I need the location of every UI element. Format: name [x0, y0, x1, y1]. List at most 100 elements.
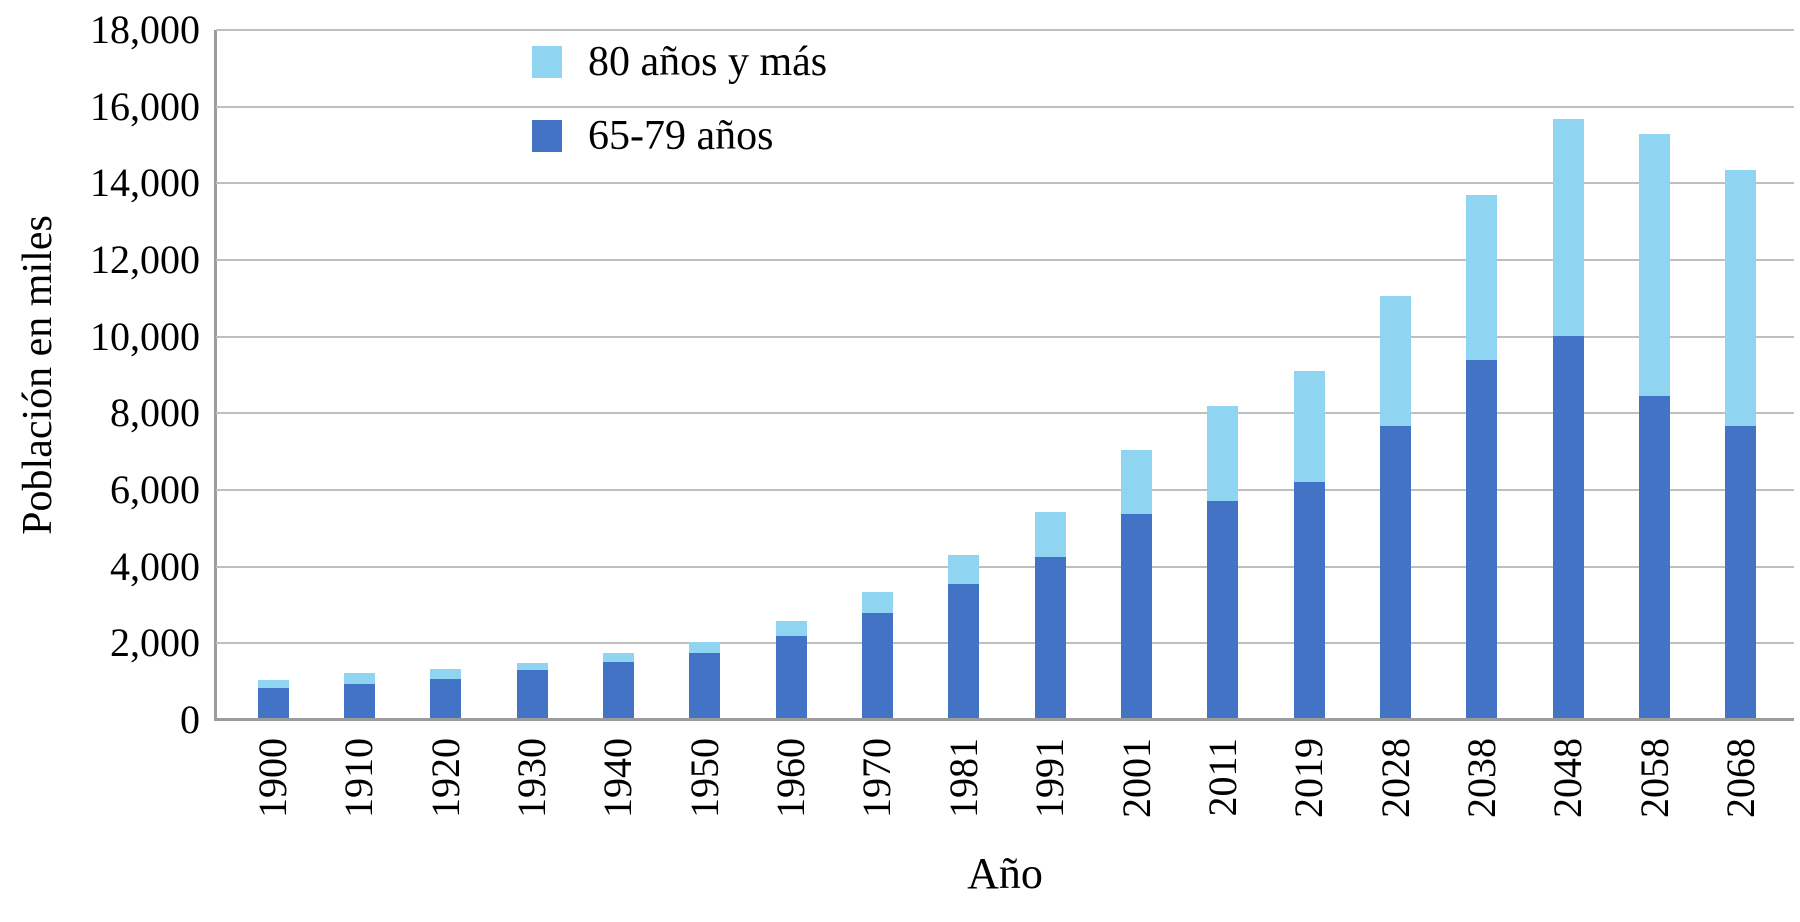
bar-segment-1981-65-79-años	[948, 583, 980, 718]
bar-segment-1920-80-años-y-más	[430, 669, 462, 679]
gridline-8000	[216, 412, 1794, 415]
gridline-16000	[216, 105, 1794, 108]
bar-1940	[602, 652, 634, 718]
bar-segment-1991-80-años-y-más	[1034, 511, 1066, 557]
legend-item: 65-79 años	[532, 112, 827, 160]
y-tick-label: 4,000	[110, 543, 200, 589]
y-tick-label: 18,000	[90, 7, 200, 52]
plot-area	[214, 29, 1794, 721]
bar-segment-1910-80-años-y-más	[343, 672, 375, 684]
x-tick-label: 1940	[595, 738, 641, 818]
bar-2011	[1207, 406, 1239, 718]
legend-item-label: 65-79 años	[588, 113, 774, 159]
bar-segment-2048-80-años-y-más	[1552, 119, 1584, 336]
bar-segment-2019-65-79-años	[1293, 482, 1325, 718]
bar-segment-2019-80-años-y-más	[1293, 371, 1325, 483]
legend-swatch-80-años-y-más	[532, 46, 562, 78]
bar-2048	[1552, 119, 1584, 718]
x-tick-label: 1970	[854, 738, 900, 818]
bar-segment-2068-65-79-años	[1725, 425, 1757, 718]
bar-2019	[1293, 371, 1325, 718]
gridline-14000	[216, 182, 1794, 185]
y-tick-label: 14,000	[90, 160, 200, 206]
y-tick-label: 16,000	[90, 83, 200, 129]
x-tick-label: 2011	[1199, 738, 1245, 817]
bar-segment-1920-65-79-años	[430, 678, 462, 718]
x-tick-label: 2048	[1545, 738, 1591, 818]
bar-1970	[861, 591, 893, 718]
bar-2058	[1639, 133, 1671, 718]
bar-segment-1950-65-79-años	[689, 653, 721, 718]
bar-segment-2038-65-79-años	[1466, 360, 1498, 718]
bar-segment-2001-80-años-y-más	[1121, 450, 1152, 515]
bar-2001	[1121, 450, 1152, 718]
bar-segment-2068-80-años-y-más	[1725, 170, 1757, 426]
bar-2038	[1466, 194, 1498, 718]
legend: 80 años y más 65-79 años	[532, 38, 827, 160]
gridline-12000	[216, 259, 1794, 261]
y-tick-label: 0	[180, 697, 200, 742]
bar-segment-1900-80-años-y-más	[257, 679, 289, 688]
bar-segment-1930-65-79-años	[516, 670, 548, 718]
bar-segment-1950-80-años-y-más	[689, 641, 721, 654]
bar-2028	[1380, 295, 1412, 718]
x-tick-label: 1930	[509, 738, 555, 818]
bar-segment-1940-65-79-años	[602, 662, 634, 718]
y-tick-label: 8,000	[110, 390, 200, 436]
bar-segment-1970-65-79-años	[861, 612, 893, 718]
bar-segment-1960-80-años-y-más	[775, 620, 807, 636]
bar-1910	[343, 672, 375, 718]
bar-segment-1960-65-79-años	[775, 635, 807, 718]
x-tick-label: 2001	[1113, 738, 1159, 818]
x-tick-label: 2028	[1372, 738, 1418, 818]
bar-1991	[1034, 511, 1066, 718]
y-tick-label: 2,000	[110, 620, 200, 666]
x-tick-label: 2068	[1717, 738, 1763, 818]
bar-segment-1970-80-años-y-más	[861, 591, 893, 613]
x-tick-label: 1981	[940, 738, 986, 818]
bar-1900	[257, 679, 289, 718]
bar-segment-2038-80-años-y-más	[1466, 194, 1498, 361]
gridline-4000	[216, 565, 1794, 568]
legend-item: 80 años y más	[532, 38, 827, 86]
bar-segment-2058-65-79-años	[1639, 395, 1671, 718]
gridline-18000	[216, 29, 1794, 31]
bar-segment-2011-80-años-y-más	[1207, 406, 1239, 502]
bar-segment-1940-80-años-y-más	[602, 652, 634, 663]
x-tick-label: 2058	[1631, 738, 1677, 818]
bar-segment-1981-80-años-y-más	[948, 554, 980, 584]
x-tick-label: 1910	[336, 738, 382, 818]
bar-segment-1930-80-años-y-más	[516, 662, 548, 671]
bar-segment-1991-65-79-años	[1034, 556, 1066, 718]
bar-segment-2058-80-años-y-más	[1639, 133, 1671, 396]
bar-segment-2028-65-79-años	[1380, 425, 1412, 718]
bar-segment-2001-65-79-años	[1121, 514, 1152, 718]
gridline-2000	[216, 642, 1794, 645]
y-tick-label: 6,000	[110, 467, 200, 512]
bar-1960	[775, 620, 807, 718]
bar-segment-1900-65-79-años	[257, 687, 289, 718]
x-tick-label: 1991	[1027, 738, 1073, 818]
bar-segment-2011-65-79-años	[1207, 501, 1239, 718]
legend-item-label: 80 años y más	[588, 39, 828, 85]
bar-1950	[689, 641, 721, 718]
bar-1981	[948, 554, 980, 718]
y-tick-label: 12,000	[90, 237, 200, 282]
x-tick-label: 2038	[1458, 738, 1504, 818]
x-tick-label: 1900	[250, 738, 295, 818]
bar-segment-1910-65-79-años	[343, 683, 375, 718]
bar-segment-2048-65-79-años	[1552, 335, 1584, 718]
y-axis-line	[214, 30, 217, 720]
y-tick-label: 10,000	[90, 313, 200, 359]
x-tick-label: 2019	[1286, 738, 1332, 818]
x-axis-line	[214, 718, 1794, 721]
x-axis-title: Año	[967, 849, 1043, 898]
bar-1930	[516, 662, 548, 718]
legend-swatch-65-79-años	[532, 120, 562, 152]
x-tick-label: 1950	[681, 738, 727, 818]
x-tick-label: 1920	[422, 738, 468, 818]
bar-1920	[430, 669, 462, 718]
y-tick-labels: 0 2,000 4,000 6,000 8,000 10,000 12,000 14,000 1…	[0, 0, 202, 922]
x-tick-label: 1960	[768, 738, 814, 818]
